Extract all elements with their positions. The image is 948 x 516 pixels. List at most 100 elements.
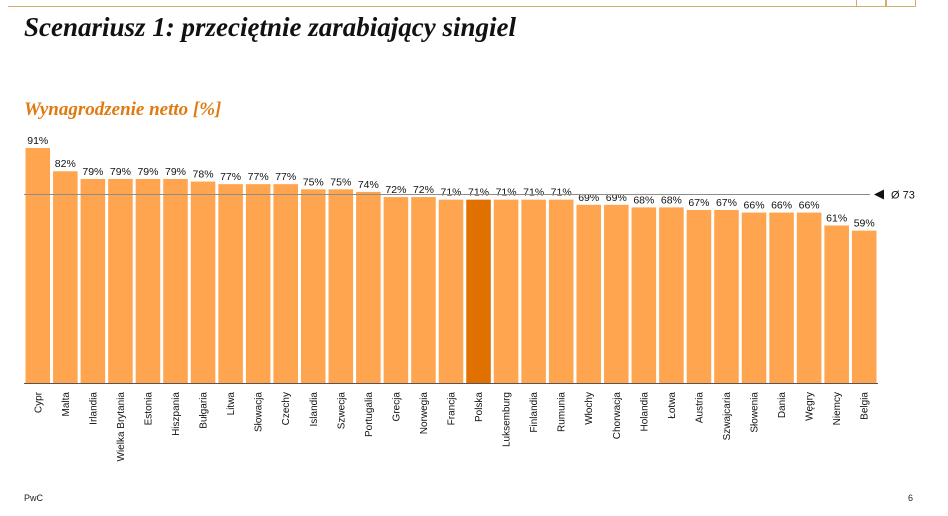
- header-decoration: [856, 0, 886, 7]
- data-label: 75%: [303, 176, 324, 188]
- data-label: 75%: [330, 176, 351, 188]
- category-label: Polska: [474, 392, 485, 422]
- bar: [631, 207, 657, 383]
- header-rule: [8, 6, 916, 7]
- category-label: Bułgaria: [199, 392, 210, 429]
- category-label: Portugalia: [364, 392, 375, 437]
- bar: [328, 189, 354, 383]
- data-label: 66%: [771, 200, 792, 212]
- bar: [356, 191, 381, 383]
- category-label: Węgry: [805, 392, 816, 421]
- bar: [273, 184, 298, 383]
- data-label: 79%: [82, 166, 103, 178]
- data-label: 69%: [578, 192, 599, 204]
- bar: [245, 184, 271, 383]
- data-label: 79%: [110, 166, 131, 178]
- data-label: 69%: [606, 192, 627, 204]
- data-label: 68%: [633, 194, 654, 206]
- footer-company: PwC: [24, 493, 44, 503]
- category-label: Luksemburg: [502, 392, 513, 447]
- category-label: Słowenia: [750, 392, 761, 433]
- category-label: Francja: [447, 392, 458, 426]
- data-label: 91%: [27, 135, 48, 147]
- data-label: 71%: [523, 187, 544, 199]
- category-label: Chorwacja: [612, 392, 623, 440]
- bar: [493, 199, 519, 383]
- category-label: Holandia: [639, 392, 650, 432]
- bar: [796, 212, 822, 383]
- category-label: Irlandia: [88, 392, 99, 425]
- bar: [604, 204, 629, 383]
- bar: [769, 212, 794, 383]
- bar: [714, 209, 739, 383]
- bar: [548, 199, 574, 383]
- data-label: 72%: [385, 184, 406, 196]
- data-label: 82%: [55, 158, 76, 170]
- bar: [25, 148, 51, 383]
- data-label: 77%: [248, 171, 269, 183]
- category-label: Łotwa: [667, 392, 678, 419]
- category-label: Islandia: [309, 392, 320, 427]
- data-label: 71%: [468, 187, 489, 199]
- page-number: 6: [908, 493, 914, 503]
- data-label: 77%: [275, 171, 296, 183]
- page-title: Scenariusz 1: przeciętnie zarabiający si…: [24, 12, 516, 42]
- category-label: Malta: [61, 392, 72, 417]
- category-label: Czechy: [281, 392, 292, 425]
- category-label: Estonia: [143, 392, 154, 426]
- bar: [824, 225, 849, 383]
- bar: [659, 207, 684, 383]
- header-decoration: [886, 0, 916, 7]
- category-label: Belgia: [860, 392, 871, 420]
- bar: [80, 178, 106, 383]
- bar: [53, 171, 78, 383]
- bar: [218, 184, 243, 383]
- bar: [163, 178, 188, 383]
- data-label: 79%: [137, 166, 158, 178]
- bar: [741, 212, 767, 383]
- bar: [438, 199, 464, 383]
- bar: [686, 209, 712, 383]
- data-label: 67%: [716, 197, 737, 209]
- category-label: Szwecja: [336, 392, 347, 430]
- data-label: 61%: [826, 212, 847, 224]
- bar: [190, 181, 216, 383]
- bar: [108, 178, 133, 383]
- data-label: 71%: [496, 187, 517, 199]
- category-label: Włochy: [584, 392, 595, 425]
- bar: [135, 178, 161, 383]
- chart-title: Wynagrodzenie netto [%]: [24, 99, 222, 120]
- category-label: Norwegia: [419, 392, 430, 435]
- data-label: 66%: [799, 200, 820, 212]
- bar: [300, 189, 326, 383]
- data-label: 74%: [358, 179, 379, 191]
- category-label: Austria: [694, 392, 705, 424]
- data-label: 78%: [193, 169, 214, 181]
- category-label: Dania: [777, 392, 788, 419]
- average-label: Ø 73: [891, 189, 915, 201]
- average-marker: [874, 189, 884, 200]
- category-label: Cypr: [33, 391, 44, 413]
- data-label: 72%: [413, 184, 434, 196]
- category-label: Wielka Brytania: [116, 392, 127, 462]
- bar: [521, 199, 546, 383]
- category-label: Grecja: [391, 392, 402, 422]
- data-label: 71%: [440, 187, 461, 199]
- category-label: Finlandia: [529, 392, 540, 433]
- data-label: 66%: [744, 200, 765, 212]
- data-label: 67%: [688, 197, 709, 209]
- bar: [851, 230, 877, 383]
- bar: [466, 199, 491, 383]
- data-label: 68%: [661, 194, 682, 206]
- bar: [411, 197, 436, 383]
- category-label: Szwajcaria: [722, 392, 733, 441]
- category-label: Niemcy: [832, 392, 843, 425]
- data-label: 79%: [165, 166, 186, 178]
- bar: [383, 197, 409, 383]
- category-label: Hiszpania: [171, 392, 182, 436]
- category-label: Rumunia: [557, 392, 568, 432]
- bar: [576, 204, 602, 383]
- category-label: Litwa: [226, 392, 237, 416]
- data-label: 59%: [854, 218, 875, 230]
